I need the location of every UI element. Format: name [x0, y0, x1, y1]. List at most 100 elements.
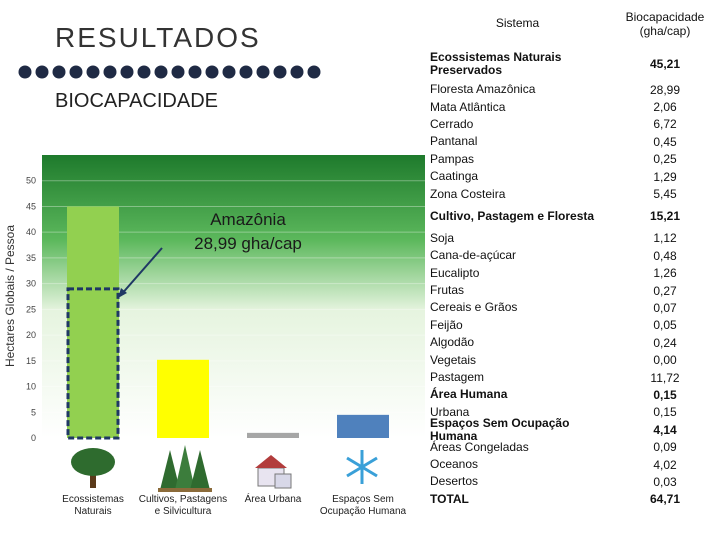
cell-valor: 6,72	[653, 117, 677, 132]
cell-sistema: Cana-de-açúcar	[430, 248, 517, 263]
cell-sistema: Vegetais	[430, 352, 477, 367]
table-row: Cultivo, Pastagem e Floresta 15,21	[425, 203, 720, 230]
cell-sistema: Algodão	[430, 335, 475, 350]
cell-valor: 1,12	[653, 231, 677, 246]
x-tick-label: Área Urbana	[244, 494, 302, 505]
cell-sistema: Mata Atlântica	[430, 99, 506, 114]
cell-valor: 2,06	[653, 100, 677, 115]
table-row: TOTAL 64,71	[425, 491, 720, 508]
cell-valor: 0,27	[653, 283, 677, 298]
cell-sistema: Áreas Congeladas	[430, 439, 529, 454]
y-tick-label: 45	[26, 201, 36, 211]
cell-valor: 0,09	[653, 440, 677, 455]
y-tick-label: 20	[26, 330, 36, 340]
cell-valor: 1,29	[653, 169, 677, 184]
cell-sistema: Pastagem	[430, 370, 485, 385]
cell-valor: 28,99	[649, 82, 681, 97]
y-tick-label: 10	[26, 382, 36, 392]
icon-snowflake	[346, 450, 378, 484]
table-row: Eucalipto 1,26	[425, 265, 720, 282]
cell-sistema: Desertos	[430, 474, 479, 489]
cell-sistema: TOTAL	[430, 491, 469, 506]
cell-valor: 0,45	[653, 134, 677, 149]
cell-valor: 15,21	[649, 209, 681, 224]
table-row: Ecossistemas Naturais Preservados 45,21	[425, 47, 720, 81]
cell-sistema: Zona Costeira	[430, 186, 506, 201]
y-tick-label: 25	[26, 304, 36, 314]
table-row: Vegetais 0,00	[425, 351, 720, 368]
annotation-text: Amazônia	[210, 210, 286, 229]
bar	[67, 206, 119, 438]
table-row: Caatinga 1,29	[425, 168, 720, 185]
cell-sistema: Feijão	[430, 317, 463, 332]
icon-tree	[71, 448, 115, 488]
table-row: Frutas 0,27	[425, 282, 720, 299]
cell-sistema: Oceanos	[430, 457, 479, 471]
y-tick-label: 15	[26, 356, 36, 366]
table-row: Urbana 0,15	[425, 404, 720, 421]
table-row: Pampas 0,25	[425, 151, 720, 168]
table-row: Pastagem 11,72	[425, 369, 720, 386]
chart: 0 5 10 15 20 25 30 35 40 45 50 Amazônia 28,99 gha/c…	[3, 65, 425, 492]
y-tick-label: 30	[26, 279, 36, 289]
table-row: Cerrado 6,72	[425, 116, 720, 133]
table-row: Desertos 0,03	[425, 473, 720, 490]
icon-forest	[158, 445, 212, 492]
cell-valor: 0,05	[653, 318, 677, 333]
cell-valor: 0,24	[653, 335, 677, 350]
annotation-arrowhead	[118, 288, 127, 298]
cell-valor: 11,72	[650, 370, 680, 385]
cell-sistema: Pampas	[430, 151, 475, 166]
cell-valor: 0,07	[653, 300, 677, 315]
data-table: Sistema Biocapacidade (gha/cap) Ecossistem…	[425, 0, 720, 508]
cell-sistema: Caatinga	[430, 169, 479, 184]
y-tick-label: 5	[31, 407, 36, 417]
cell-valor: 0,03	[653, 474, 677, 489]
table-row: Área Humana 0,15	[425, 386, 720, 403]
x-tick-label: Cultivos, Pastagens e Silvicultura	[138, 494, 228, 517]
table-row: Algodão 0,24	[425, 334, 720, 351]
cell-sistema: Cereais e Grãos	[430, 300, 518, 315]
table-row: Cereais e Grãos 0,07	[425, 299, 720, 316]
cell-sistema: Floresta Amazônica	[430, 82, 536, 97]
table-row: Zona Costeira 5,45	[425, 185, 720, 202]
bar	[247, 432, 299, 438]
header-cell: Biocapacidade (gha/cap)	[625, 9, 705, 38]
y-tick-label: 40	[26, 227, 36, 237]
x-tick-label: Ecossistemas Naturais	[62, 494, 124, 517]
cell-valor: 0,15	[653, 387, 677, 402]
table-row: Pantanal 0,45	[425, 133, 720, 150]
cell-sistema: Eucalipto	[430, 265, 480, 280]
cell-valor: 0,25	[653, 152, 677, 167]
table-row: Áreas Congeladas 0,09	[425, 438, 720, 455]
cell-valor: 1,26	[653, 266, 677, 281]
y-axis-label: Hectares Globais / Pessoa	[3, 225, 17, 367]
table-row: Feijão 0,05	[425, 317, 720, 334]
cell-valor: 0,00	[653, 353, 677, 368]
table-row: Mata Atlântica 2,06	[425, 98, 720, 115]
annotation-arrow	[119, 247, 163, 297]
cell-sistema: Pantanal	[430, 134, 478, 149]
bar	[157, 359, 209, 438]
cell-valor: 0,15	[653, 405, 677, 420]
cell-sistema: Espaços Sem Ocupação Humana	[430, 415, 570, 443]
cell-valor: 4,02	[653, 457, 677, 472]
bar	[337, 414, 389, 438]
y-tick-label: 0	[31, 433, 36, 443]
slide-subtitle: BIOCAPACIDADE	[55, 90, 218, 112]
cell-sistema: Cultivo, Pastagem e Floresta	[430, 208, 595, 223]
table-row: Oceanos 4,02	[425, 456, 720, 473]
slide-title: RESULTADOS	[55, 22, 261, 53]
y-tick-label: 35	[26, 253, 36, 263]
cell-valor: 4,14	[653, 422, 677, 437]
cell-valor: 64,71	[649, 492, 681, 507]
icon-houses	[255, 455, 292, 489]
table-row: Floresta Amazônica 28,99	[425, 81, 720, 98]
cell-valor: 5,45	[653, 187, 677, 202]
cell-sistema: Área Humana	[430, 387, 508, 402]
table-row: Cana-de-açúcar 0,48	[425, 247, 720, 264]
cell-sistema: Cerrado	[430, 116, 474, 131]
table-header: Sistema Biocapacidade (gha/cap)	[425, 0, 720, 47]
x-tick-label: Espaços Sem Ocupação Humana	[319, 494, 407, 517]
